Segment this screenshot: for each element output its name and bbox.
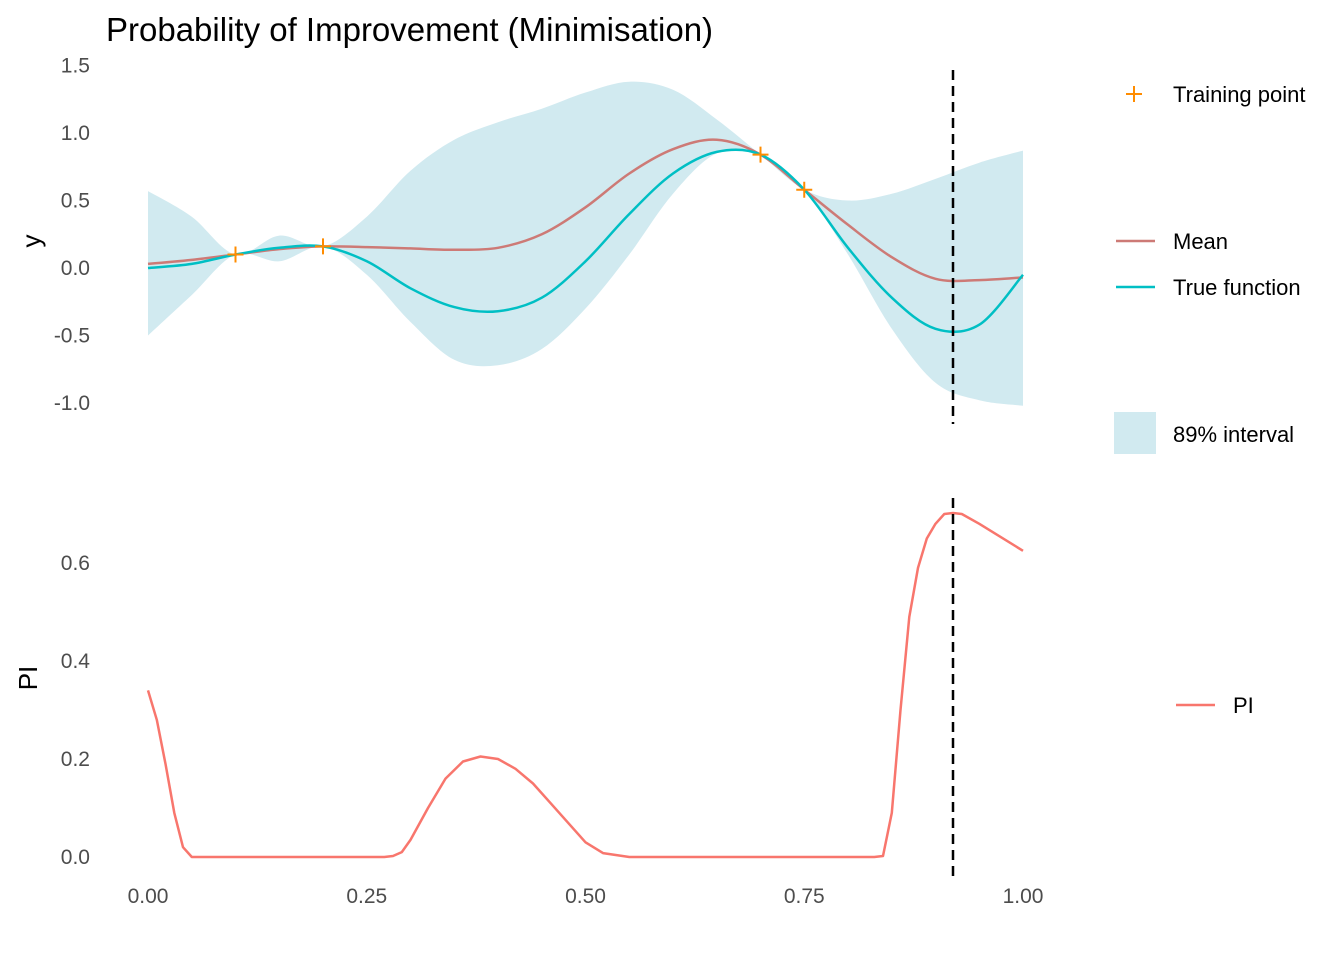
bottom-y-tick-label: 0.2 (61, 748, 90, 771)
x-tick-label: 0.25 (346, 885, 387, 908)
legend-item-true-function: True function (1116, 275, 1301, 300)
top-y-tick-label: 0.0 (61, 257, 90, 280)
legend-label-pi: PI (1233, 693, 1254, 718)
training-point (227, 246, 244, 263)
top-y-tick-label: -0.5 (54, 325, 90, 348)
legend-item-mean: Mean (1116, 229, 1228, 254)
bottom-x-ticks: 0.00 0.25 0.50 0.75 1.00 (128, 885, 1044, 908)
bottom-y-ticks: 0.6 0.4 0.2 0.0 (61, 552, 91, 869)
legend-label-interval: 89% interval (1173, 422, 1294, 447)
chart-title: Probability of Improvement (Minimisation… (106, 11, 713, 48)
training-point (315, 238, 331, 255)
top-y-tick-label: 0.5 (61, 190, 90, 213)
x-tick-label: 0.75 (784, 885, 825, 908)
pi-line (146, 511, 1024, 859)
training-point (796, 181, 813, 198)
x-tick-label: 0.50 (565, 885, 606, 908)
bottom-y-tick-label: 0.6 (61, 552, 90, 575)
legend-item-pi: PI (1176, 693, 1254, 718)
top-y-tick-label: -1.0 (54, 392, 90, 415)
top-y-ticks: 1.5 1.0 0.5 0.0 -0.5 -1.0 (54, 55, 90, 416)
training-points (227, 146, 813, 263)
top-y-axis-title: y (16, 235, 46, 248)
legend-label-mean: Mean (1173, 229, 1228, 254)
plus-marker-icon (1126, 86, 1142, 102)
top-panel: 1.5 1.0 0.5 0.0 -0.5 -1.0 y (16, 55, 1024, 424)
legend-item-training-point: Training point (1126, 82, 1305, 107)
bottom-y-axis-title: PI (13, 666, 43, 691)
bottom-y-tick-label: 0.0 (61, 846, 90, 869)
top-y-tick-label: 1.5 (61, 55, 90, 78)
top-y-tick-label: 1.0 (61, 122, 90, 145)
interval-swatch-icon (1114, 412, 1156, 454)
true-function-line (147, 148, 1024, 334)
legend-label-true-function: True function (1173, 275, 1301, 300)
bottom-y-tick-label: 0.4 (61, 650, 91, 673)
x-tick-label: 0.00 (128, 885, 169, 908)
bottom-series-lines (146, 511, 1024, 859)
mean-line (147, 138, 1024, 283)
interval-band (148, 81, 1023, 406)
legend-item-interval: 89% interval (1114, 412, 1294, 454)
legend-label-training-point: Training point (1173, 82, 1305, 107)
x-tick-label: 1.00 (1003, 885, 1044, 908)
training-point (752, 146, 769, 163)
legend: Training point Mean True function 89% in… (1114, 82, 1305, 718)
top-series-lines (147, 138, 1024, 334)
bottom-panel: 0.6 0.4 0.2 0.0 0.00 0.25 0.50 0.75 1.00 PI (13, 498, 1043, 908)
